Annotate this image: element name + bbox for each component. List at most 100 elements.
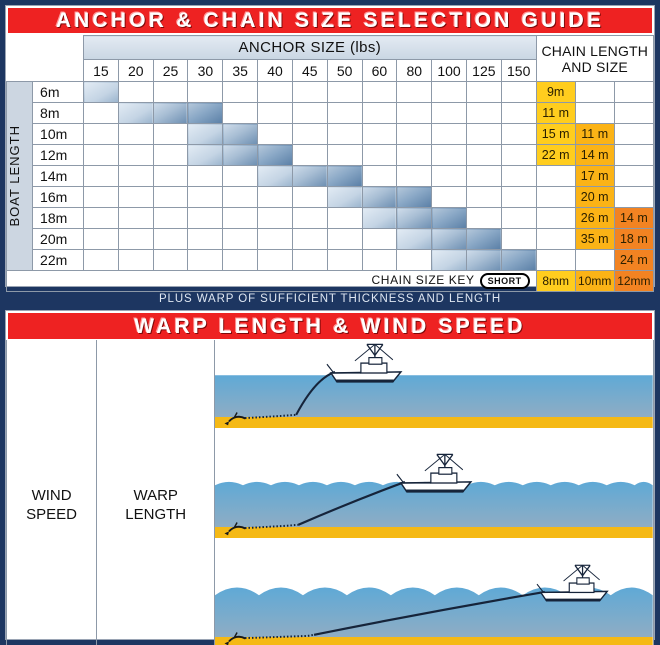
empty-cell-22m-20 — [117, 249, 154, 271]
anchor-size-80: 80 — [396, 59, 433, 82]
anchor-size-header: ANCHOR SIZE (lbs) — [83, 35, 537, 60]
boat-length-axis-label: BOAT LENGTH — [5, 81, 34, 271]
empty-cell-16m-45 — [291, 186, 328, 208]
wind-header-line1: WIND — [31, 487, 72, 504]
empty-cell-22m-15 — [83, 249, 119, 271]
empty-cell-6m-50 — [326, 81, 363, 103]
empty-cell-8m-80 — [396, 102, 433, 124]
anchor-chain-panel: ANCHOR & CHAIN SIZE SELECTION GUIDE ANCH… — [5, 5, 655, 292]
empty-cell-16m-150 — [500, 186, 537, 208]
empty-cell-20m-150 — [500, 228, 537, 250]
warp-header-line1: WARP — [133, 487, 178, 504]
anchor-icon — [224, 412, 246, 426]
empty-cell-20m-50 — [326, 228, 363, 250]
chain-len-10mm-12m: 14 m — [574, 144, 615, 166]
empty-cell-14m-100 — [431, 165, 467, 187]
empty-cell-12m-25 — [152, 144, 189, 166]
empty-cell-16m-30 — [187, 186, 224, 208]
anchor-size-table: ANCHOR SIZE (lbs) CHAIN LENGTH AND SIZE … — [5, 35, 655, 292]
wind-header-line2: SPEED — [26, 506, 77, 523]
recommend-cell-20m-125 — [465, 228, 502, 250]
empty-cell-6m-45 — [291, 81, 328, 103]
warp-wind-title: WARP LENGTH & WIND SPEED — [7, 312, 653, 340]
empty-cell-16m-20 — [117, 186, 154, 208]
seabed — [215, 417, 653, 428]
empty-cell-22m-80 — [396, 249, 433, 271]
warp-line — [298, 480, 406, 526]
warp-line — [314, 590, 546, 636]
chain-empty-12mm-8m — [613, 102, 655, 124]
chain-len-12mm-18m: 14 m — [613, 207, 655, 229]
boat-length-12m: 12m — [32, 144, 85, 166]
warp-header-line2: LENGTH — [125, 506, 187, 523]
chain-empty-12mm-10m — [613, 123, 655, 145]
empty-cell-10m-50 — [326, 123, 363, 145]
empty-cell-22m-40 — [257, 249, 293, 271]
recommend-cell-12m-40 — [257, 144, 293, 166]
anchor-size-25: 25 — [152, 59, 189, 82]
empty-cell-10m-125 — [465, 123, 502, 145]
recommend-cell-8m-25 — [152, 102, 189, 124]
warp-table-header-row: WIND SPEED WARP LENGTH — [5, 340, 654, 645]
empty-cell-20m-30 — [187, 228, 224, 250]
recommend-cell-16m-50 — [326, 186, 363, 208]
chain-line — [245, 523, 299, 530]
empty-cell-22m-50 — [326, 249, 363, 271]
chain-key-12mm: 12mm — [613, 270, 655, 292]
chain-header-line1: CHAIN LENGTH — [541, 42, 649, 59]
recommend-cell-18m-100 — [431, 207, 467, 229]
recommend-cell-12m-30 — [187, 144, 224, 166]
recommend-cell-20m-100 — [431, 228, 467, 250]
table-row: 16m 20 m — [7, 186, 655, 208]
empty-cell-8m-100 — [431, 102, 467, 124]
empty-cell-18m-15 — [83, 207, 119, 229]
boat-illustration — [536, 564, 610, 602]
chain-empty-12mm-14m — [613, 165, 655, 187]
empty-cell-22m-25 — [152, 249, 189, 271]
empty-cell-6m-30 — [187, 81, 224, 103]
empty-cell-12m-125 — [465, 144, 502, 166]
empty-cell-6m-125 — [465, 81, 502, 103]
empty-cell-14m-60 — [361, 165, 398, 187]
chain-empty-8mm-18m — [535, 207, 576, 229]
anchor-size-45: 45 — [291, 59, 328, 82]
seabed — [215, 527, 653, 538]
warp-length-header: WARP LENGTH — [96, 340, 216, 645]
empty-cell-12m-150 — [500, 144, 537, 166]
chain-len-8mm-8m: 11 m — [535, 102, 576, 124]
empty-cell-18m-125 — [465, 207, 502, 229]
empty-cell-12m-45 — [291, 144, 328, 166]
empty-cell-12m-60 — [361, 144, 398, 166]
empty-cell-12m-100 — [431, 144, 467, 166]
chain-len-12mm-22m: 24 m — [613, 249, 655, 271]
empty-cell-20m-45 — [291, 228, 328, 250]
chain-len-10mm-18m: 26 m — [574, 207, 615, 229]
empty-cell-18m-30 — [187, 207, 224, 229]
empty-cell-10m-80 — [396, 123, 433, 145]
wind-speed-header: WIND SPEED — [5, 340, 98, 645]
chain-len-12mm-20m: 18 m — [613, 228, 655, 250]
anchor-size-125: 125 — [465, 59, 502, 82]
chain-key-8mm: 8mm — [535, 270, 576, 292]
table-header-row-1: ANCHOR SIZE (lbs) CHAIN LENGTH AND SIZE — [6, 35, 655, 82]
anchoring-scene-choppy — [215, 450, 653, 560]
recommend-cell-16m-60 — [361, 186, 398, 208]
chain-len-8mm-6m: 9m — [535, 81, 576, 103]
empty-cell-18m-150 — [500, 207, 537, 229]
empty-cell-22m-60 — [361, 249, 398, 271]
boat-length-10m: 10m — [32, 123, 85, 145]
boat-length-22m: 22m — [32, 249, 85, 271]
empty-cell-6m-80 — [396, 81, 433, 103]
empty-cell-14m-25 — [152, 165, 189, 187]
chain-empty-8mm-20m — [535, 228, 576, 250]
chain-size-key-row: CHAIN SIZE KEY SHORT 8mm 10mm 12mm — [6, 270, 655, 292]
empty-cell-20m-15 — [83, 228, 119, 250]
anchor-size-15: 15 — [83, 59, 119, 82]
empty-cell-8m-35 — [222, 102, 259, 124]
chain-empty-12mm-12m — [613, 144, 655, 166]
empty-cell-10m-20 — [117, 123, 154, 145]
corner-blank — [6, 35, 85, 82]
empty-cell-14m-20 — [117, 165, 154, 187]
chain-len-10mm-16m: 20 m — [574, 186, 615, 208]
anchor-chain-grid: ANCHOR SIZE (lbs) CHAIN LENGTH AND SIZE … — [5, 35, 655, 292]
